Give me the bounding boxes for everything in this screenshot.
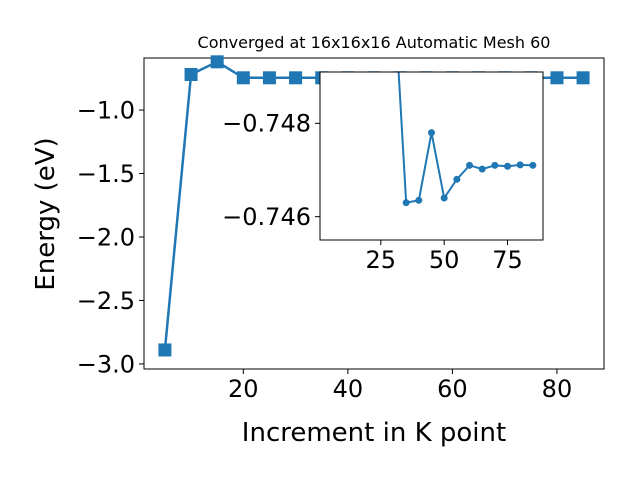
data-point [428, 129, 435, 137]
data-point [236, 71, 250, 85]
data-point [491, 161, 499, 169]
y-axis-label: Energy (eV) [31, 137, 61, 290]
y-tick-label: −0.746 [222, 203, 311, 231]
data-point [289, 71, 303, 85]
inset-plot: 25 50 75 −0.748 −0.746 [222, 71, 544, 274]
data-point [158, 343, 172, 357]
y-tick-label: −2.5 [77, 287, 135, 315]
data-point [478, 165, 486, 173]
chart-title: Converged at 16x16x16 Automatic Mesh 60 [198, 33, 551, 52]
y-tick-label: −2.0 [77, 223, 135, 251]
data-point [453, 175, 461, 183]
series-group [397, 72, 537, 207]
data-point [529, 161, 537, 169]
data-point [184, 68, 198, 82]
inset-x-ticks: 25 50 75 [366, 240, 523, 274]
data-point [440, 194, 448, 202]
main-y-ticks: −1.0 −1.5 −2.0 −2.5 −3.0 [77, 96, 144, 378]
x-tick-label: 40 [333, 375, 364, 403]
y-tick-label: −1.5 [77, 160, 135, 188]
data-point [504, 162, 512, 170]
inset-plot-background [320, 72, 543, 240]
x-tick-label: 25 [366, 246, 397, 274]
x-axis-label: Increment in K point [242, 418, 506, 448]
data-point [550, 71, 564, 85]
data-point [402, 199, 410, 207]
x-tick-label: 50 [429, 246, 460, 274]
main-plot-frame [143, 57, 605, 370]
inset-plot-frame [319, 71, 544, 241]
y-tick-label: −1.0 [77, 96, 135, 124]
data-point [415, 196, 423, 204]
y-tick-label: −0.748 [222, 110, 311, 138]
data-point [210, 55, 224, 69]
data-point [262, 71, 276, 85]
y-tick-label: −3.0 [77, 350, 135, 378]
inset-series [397, 72, 537, 207]
data-point [466, 161, 474, 169]
x-tick-label: 75 [492, 246, 523, 274]
x-tick-label: 80 [542, 375, 573, 403]
x-tick-label: 60 [437, 375, 468, 403]
x-tick-label: 20 [228, 375, 259, 403]
data-point [576, 71, 590, 85]
main-x-ticks: 20 40 60 80 [228, 369, 572, 403]
inset-y-ticks: −0.748 −0.746 [222, 110, 320, 231]
data-point [516, 161, 524, 169]
